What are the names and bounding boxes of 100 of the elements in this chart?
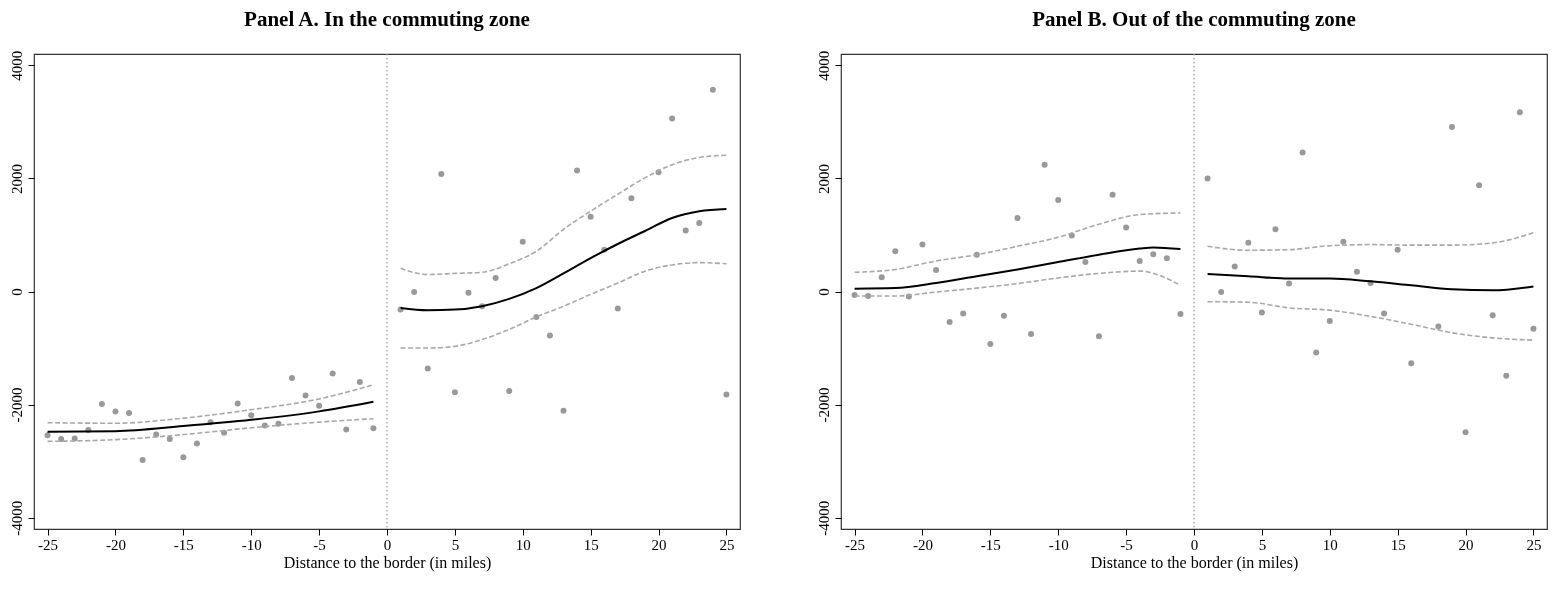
- x-tick-label: -20: [105, 536, 126, 553]
- point: [709, 86, 716, 93]
- line-series: [399, 261, 728, 349]
- x-tick-label: 0: [383, 536, 392, 553]
- point: [987, 341, 994, 348]
- point: [329, 370, 336, 377]
- point: [1503, 372, 1510, 379]
- x-tick-label: 5: [1258, 536, 1267, 553]
- point: [878, 274, 885, 281]
- line-series: [1206, 300, 1535, 341]
- x-tick-label: 25: [719, 536, 735, 553]
- point: [112, 408, 119, 415]
- x-tick-label: 20: [651, 536, 667, 553]
- point: [492, 274, 499, 281]
- point: [424, 365, 431, 372]
- y-tick-label: -4000: [815, 500, 832, 536]
- point: [44, 432, 51, 439]
- point: [166, 436, 173, 443]
- point: [1516, 109, 1523, 116]
- point: [1000, 312, 1007, 319]
- line-series: [399, 207, 728, 312]
- x-tick-label: 25: [1526, 536, 1542, 553]
- point: [343, 426, 350, 433]
- y-tick-label: 0: [815, 288, 832, 296]
- point: [1177, 311, 1184, 318]
- point: [946, 319, 953, 326]
- point: [1408, 360, 1415, 367]
- point: [628, 195, 635, 202]
- point: [1136, 257, 1143, 264]
- point: [614, 305, 621, 312]
- y-tick-label: 2000: [8, 163, 25, 194]
- y-tick-label: -2000: [8, 387, 25, 423]
- line-series: [46, 417, 375, 443]
- y-tick-label: 2000: [815, 163, 832, 194]
- point: [288, 375, 295, 382]
- point: [1150, 251, 1157, 258]
- point: [682, 227, 689, 234]
- x-axis-title: Distance to the border (in miles): [283, 553, 492, 572]
- x-tick-label: 15: [1390, 536, 1406, 553]
- x-tick-label: 5: [451, 536, 460, 553]
- point: [1435, 323, 1442, 330]
- point: [519, 238, 526, 245]
- line-series: [853, 246, 1182, 290]
- point: [1394, 246, 1401, 253]
- y-tick-label: 0: [8, 288, 25, 296]
- point: [465, 289, 472, 296]
- point: [1204, 175, 1211, 182]
- point: [356, 378, 363, 385]
- x-tick-label: -25: [38, 536, 59, 553]
- line-series: [853, 270, 1182, 297]
- point: [316, 402, 323, 409]
- point: [1530, 325, 1537, 332]
- point: [560, 407, 567, 414]
- x-tick-label: -25: [845, 536, 866, 553]
- point: [1340, 238, 1347, 245]
- chart-title: Panel B. Out of the commuting zone: [1032, 7, 1356, 32]
- x-axis-title: Distance to the border (in miles): [1090, 553, 1299, 572]
- point: [248, 412, 255, 419]
- point: [933, 267, 940, 274]
- point: [960, 310, 967, 317]
- point: [1163, 255, 1170, 262]
- point: [587, 213, 594, 220]
- point: [1326, 317, 1333, 324]
- x-tick-label: -15: [980, 536, 1001, 553]
- line-series: [46, 384, 375, 425]
- point: [892, 248, 899, 255]
- point: [1381, 310, 1388, 317]
- point: [1109, 191, 1116, 198]
- x-tick-label: -10: [241, 536, 262, 553]
- point: [98, 401, 105, 408]
- point: [1082, 259, 1089, 266]
- chart-title: Panel A. In the commuting zone: [244, 7, 530, 32]
- point: [126, 410, 133, 417]
- point: [1299, 149, 1306, 156]
- point: [1272, 226, 1279, 233]
- point: [370, 425, 377, 432]
- point: [1041, 161, 1048, 168]
- point: [723, 391, 730, 398]
- point: [1245, 239, 1252, 246]
- point: [506, 388, 513, 395]
- point: [1028, 330, 1035, 337]
- point: [1476, 182, 1483, 189]
- point: [1123, 224, 1130, 231]
- line-series: [853, 212, 1182, 274]
- x-tick-label: 0: [1190, 536, 1199, 553]
- point: [302, 392, 309, 399]
- y-tick-label: 4000: [815, 50, 832, 81]
- point: [139, 457, 146, 464]
- point: [1353, 268, 1360, 275]
- point: [669, 115, 676, 122]
- point: [1286, 280, 1293, 287]
- x-tick-label: -10: [1048, 536, 1069, 553]
- x-tick-label: -5: [313, 536, 326, 553]
- y-tick-label: 4000: [8, 50, 25, 81]
- point: [546, 332, 553, 339]
- x-tick-label: -15: [173, 536, 194, 553]
- point: [1313, 349, 1320, 356]
- point: [438, 170, 445, 177]
- point: [180, 454, 187, 461]
- point: [1095, 333, 1102, 340]
